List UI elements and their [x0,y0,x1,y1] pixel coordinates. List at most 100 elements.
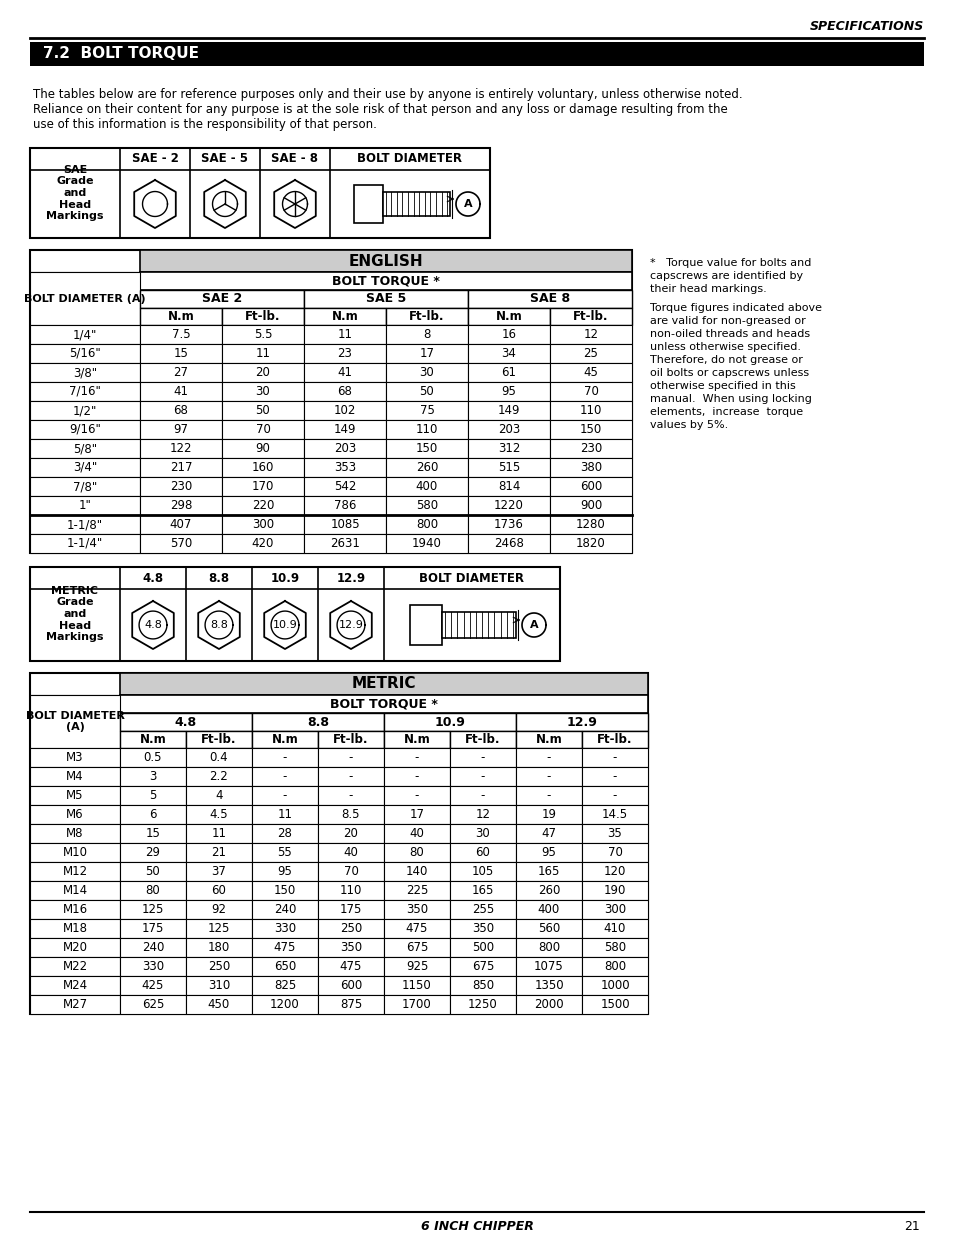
Bar [140,534,222,553]
Bar [304,345,386,363]
Bar [550,515,631,534]
Text: 95: 95 [277,864,293,878]
Bar [516,862,581,881]
Bar [386,534,468,553]
Text: 5: 5 [150,789,156,802]
Bar [581,824,647,844]
Text: 150: 150 [416,442,437,454]
Text: 70: 70 [255,424,270,436]
Bar [386,420,468,438]
Text: their head markings.: their head markings. [649,284,766,294]
Text: -: - [612,789,617,802]
Bar [581,844,647,862]
Text: 3/4": 3/4" [72,461,97,474]
Bar [468,515,550,534]
Text: 92: 92 [212,903,226,916]
Text: 15: 15 [173,347,189,359]
Bar [516,900,581,919]
Text: 17: 17 [419,347,434,359]
Bar [384,767,450,785]
Text: -: - [349,789,353,802]
Text: 122: 122 [170,442,193,454]
Bar [186,731,252,748]
Bar [384,785,450,805]
Text: 2631: 2631 [330,537,359,550]
Text: -: - [415,789,418,802]
Text: Ft-lb.: Ft-lb. [597,734,632,746]
Text: METRIC: METRIC [352,677,416,692]
Text: 12: 12 [583,329,598,341]
Bar [252,957,317,976]
Bar [317,748,384,767]
Bar [317,939,384,957]
Bar [550,420,631,438]
Text: 7.2  BOLT TORQUE: 7.2 BOLT TORQUE [43,47,199,62]
Bar [252,995,317,1014]
Bar [222,363,304,382]
Bar [450,824,516,844]
Text: 8.8: 8.8 [307,715,329,729]
Text: Torque figures indicated above: Torque figures indicated above [649,303,821,312]
Bar [384,881,450,900]
Text: 6: 6 [149,808,156,821]
Bar [252,824,317,844]
Text: 675: 675 [405,941,428,953]
Bar [30,939,120,957]
Bar [450,939,516,957]
Text: SAE 8: SAE 8 [529,293,570,305]
Bar [516,767,581,785]
Text: 475: 475 [339,960,362,973]
Text: 230: 230 [170,480,192,493]
Text: 165: 165 [472,884,494,897]
Bar [120,731,186,748]
Text: -: - [546,751,551,764]
Bar [384,748,450,767]
Bar [304,477,386,496]
Bar [30,862,120,881]
Text: 12.9: 12.9 [566,715,597,729]
Bar [222,308,304,325]
Text: 625: 625 [142,998,164,1011]
Bar [450,995,516,1014]
Bar [30,695,120,713]
Text: 380: 380 [579,461,601,474]
Bar [30,345,140,363]
Text: 1500: 1500 [599,998,629,1011]
Text: 4.5: 4.5 [210,808,228,821]
Text: 350: 350 [406,903,428,916]
Text: Ft-lb.: Ft-lb. [409,310,444,324]
Text: values by 5%.: values by 5%. [649,420,727,430]
Text: 300: 300 [252,517,274,531]
Bar [140,345,222,363]
Text: SAE 5: SAE 5 [366,293,406,305]
Text: 110: 110 [339,884,362,897]
Text: 786: 786 [334,499,355,513]
Text: use of this information is the responsibility of that person.: use of this information is the responsib… [33,119,376,131]
Bar [120,844,186,862]
Bar [304,290,468,308]
Text: 41: 41 [173,385,189,398]
Bar [30,420,140,438]
Text: 1200: 1200 [270,998,299,1011]
Text: 47: 47 [541,827,556,840]
Text: 175: 175 [142,923,164,935]
Text: -: - [349,769,353,783]
Bar [30,363,140,382]
Text: 3: 3 [150,769,156,783]
Text: 203: 203 [497,424,519,436]
Text: SAE - 5: SAE - 5 [201,152,248,165]
Bar [140,272,631,290]
Text: 400: 400 [537,903,559,916]
Bar [30,534,140,553]
Bar [384,900,450,919]
Text: BOLT DIAMETER
(A): BOLT DIAMETER (A) [26,710,124,732]
Bar [140,438,222,458]
Text: non-oiled threads and heads: non-oiled threads and heads [649,329,809,338]
Bar [186,900,252,919]
Bar [120,862,186,881]
Bar [120,976,186,995]
Bar [516,731,581,748]
Text: 2.2: 2.2 [210,769,228,783]
Bar [450,748,516,767]
Text: M18: M18 [63,923,88,935]
